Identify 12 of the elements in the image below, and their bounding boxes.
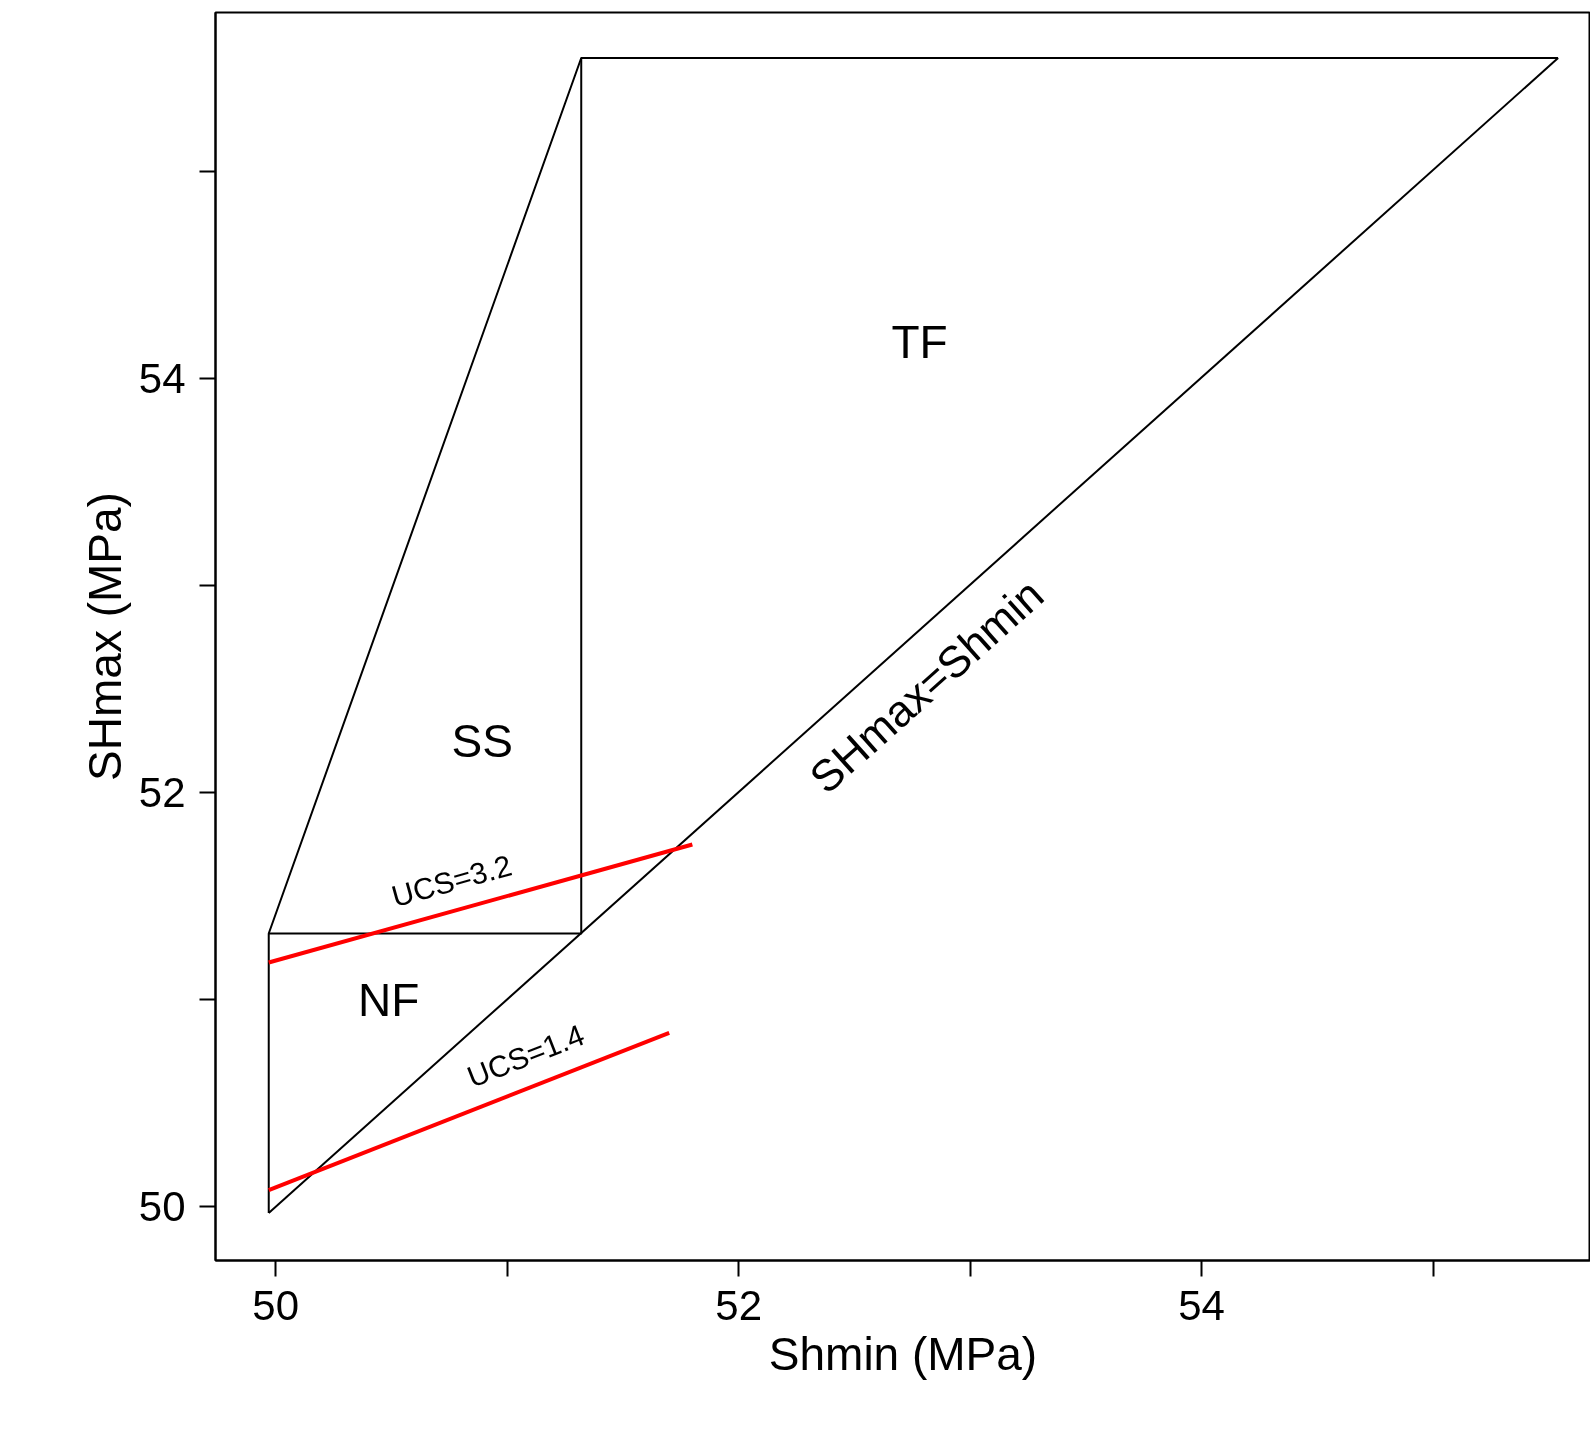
annotation: UCS=3.2 [388,848,516,914]
annotation: SS [451,715,513,768]
annotation: NF [358,973,420,1026]
annotation: TF [891,315,948,368]
y-axis-title: SHmax (MPa) [78,492,131,781]
x-tick-label: 50 [252,1281,300,1329]
y-tick-label: 52 [138,769,186,817]
x-tick-label: 52 [715,1281,763,1329]
x-axis-title: Shmin (MPa) [768,1327,1038,1380]
y-tick-label: 54 [138,355,186,403]
y-tick-label: 50 [138,1183,186,1231]
x-tick-label: 54 [1178,1281,1225,1329]
